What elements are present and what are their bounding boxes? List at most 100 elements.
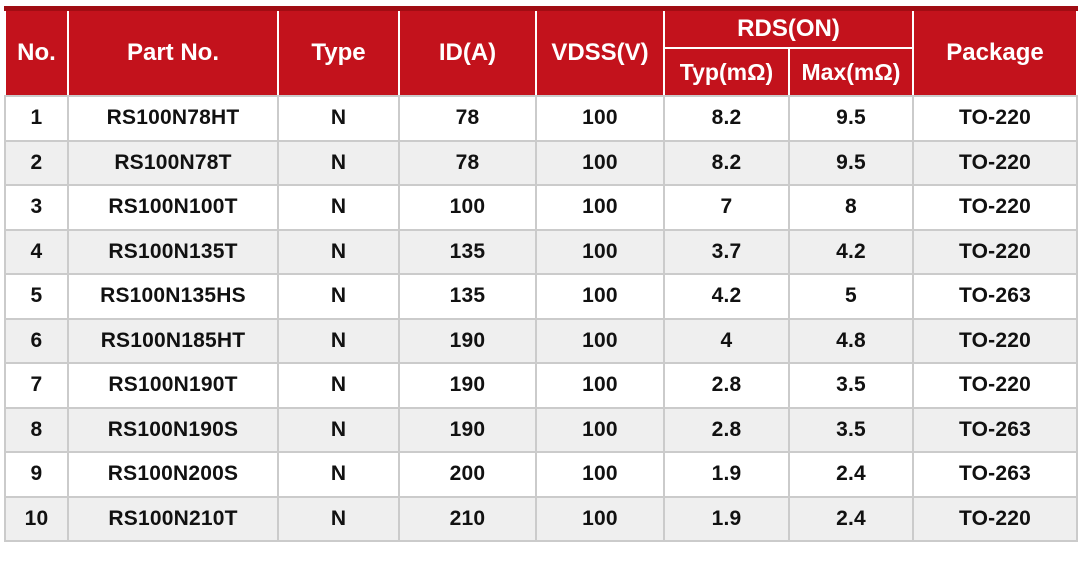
- table-row: 1 RS100N78HT N 78 100 8.2 9.5 TO-220: [4, 95, 1078, 142]
- cell-id: 200: [398, 451, 537, 498]
- cell-vdss: 100: [535, 95, 665, 142]
- column-header-rds-typ: Typ(mΩ): [663, 47, 790, 97]
- cell-rds-typ: 1.9: [663, 451, 790, 498]
- table-row: 4 RS100N135T N 135 100 3.7 4.2 TO-220: [4, 228, 1078, 275]
- cell-package: TO-220: [912, 495, 1078, 542]
- cell-vdss: 100: [535, 139, 665, 186]
- cell-vdss: 100: [535, 317, 665, 364]
- cell-no: 8: [4, 406, 69, 453]
- cell-rds-max: 2.4: [788, 451, 914, 498]
- cell-rds-max: 5: [788, 273, 914, 320]
- cell-part-no: RS100N190S: [67, 406, 279, 453]
- cell-id: 190: [398, 406, 537, 453]
- cell-part-no: RS100N190T: [67, 362, 279, 409]
- cell-part-no: RS100N100T: [67, 184, 279, 231]
- cell-package: TO-220: [912, 95, 1078, 142]
- table-row: 9 RS100N200S N 200 100 1.9 2.4 TO-263: [4, 451, 1078, 498]
- cell-rds-max: 3.5: [788, 406, 914, 453]
- column-header-vdss: VDSS(V): [535, 7, 665, 97]
- column-header-rds-max: Max(mΩ): [788, 47, 914, 97]
- cell-no: 5: [4, 273, 69, 320]
- cell-part-no: RS100N200S: [67, 451, 279, 498]
- cell-rds-max: 2.4: [788, 495, 914, 542]
- cell-rds-max: 4.2: [788, 228, 914, 275]
- cell-rds-max: 4.8: [788, 317, 914, 364]
- column-group-header-rds-on: RDS(ON): [663, 7, 914, 49]
- table-header: No. Part No. Type ID(A) VDSS(V) RDS(ON) …: [4, 7, 1078, 97]
- cell-rds-typ: 7: [663, 184, 790, 231]
- cell-no: 4: [4, 228, 69, 275]
- cell-id: 100: [398, 184, 537, 231]
- cell-vdss: 100: [535, 273, 665, 320]
- cell-part-no: RS100N210T: [67, 495, 279, 542]
- cell-part-no: RS100N135HS: [67, 273, 279, 320]
- cell-vdss: 100: [535, 451, 665, 498]
- cell-id: 210: [398, 495, 537, 542]
- cell-id: 78: [398, 139, 537, 186]
- cell-package: TO-263: [912, 273, 1078, 320]
- column-header-package: Package: [912, 7, 1078, 97]
- cell-type: N: [277, 451, 400, 498]
- table-row: 6 RS100N185HT N 190 100 4 4.8 TO-220: [4, 317, 1078, 364]
- cell-rds-typ: 8.2: [663, 95, 790, 142]
- cell-type: N: [277, 406, 400, 453]
- table-row: 8 RS100N190S N 190 100 2.8 3.5 TO-263: [4, 406, 1078, 453]
- cell-type: N: [277, 495, 400, 542]
- cell-rds-max: 9.5: [788, 95, 914, 142]
- cell-no: 6: [4, 317, 69, 364]
- table-row: 5 RS100N135HS N 135 100 4.2 5 TO-263: [4, 273, 1078, 320]
- cell-part-no: RS100N78HT: [67, 95, 279, 142]
- cell-id: 135: [398, 228, 537, 275]
- cell-vdss: 100: [535, 184, 665, 231]
- cell-type: N: [277, 95, 400, 142]
- cell-part-no: RS100N78T: [67, 139, 279, 186]
- cell-no: 2: [4, 139, 69, 186]
- cell-package: TO-220: [912, 184, 1078, 231]
- cell-type: N: [277, 184, 400, 231]
- mosfet-spec-table-wrapper: No. Part No. Type ID(A) VDSS(V) RDS(ON) …: [4, 6, 1078, 542]
- cell-no: 9: [4, 451, 69, 498]
- cell-id: 135: [398, 273, 537, 320]
- cell-vdss: 100: [535, 495, 665, 542]
- cell-rds-max: 3.5: [788, 362, 914, 409]
- table-row: 2 RS100N78T N 78 100 8.2 9.5 TO-220: [4, 139, 1078, 186]
- cell-type: N: [277, 139, 400, 186]
- cell-rds-max: 8: [788, 184, 914, 231]
- cell-no: 1: [4, 95, 69, 142]
- table-body: 1 RS100N78HT N 78 100 8.2 9.5 TO-220 2 R…: [4, 95, 1078, 542]
- cell-package: TO-263: [912, 406, 1078, 453]
- cell-rds-typ: 1.9: [663, 495, 790, 542]
- cell-package: TO-220: [912, 362, 1078, 409]
- cell-vdss: 100: [535, 406, 665, 453]
- cell-id: 190: [398, 317, 537, 364]
- cell-rds-typ: 2.8: [663, 406, 790, 453]
- cell-id: 190: [398, 362, 537, 409]
- cell-package: TO-220: [912, 228, 1078, 275]
- cell-no: 7: [4, 362, 69, 409]
- cell-rds-typ: 3.7: [663, 228, 790, 275]
- cell-vdss: 100: [535, 362, 665, 409]
- cell-vdss: 100: [535, 228, 665, 275]
- column-header-id: ID(A): [398, 7, 537, 97]
- cell-id: 78: [398, 95, 537, 142]
- cell-no: 3: [4, 184, 69, 231]
- cell-rds-typ: 4: [663, 317, 790, 364]
- column-header-no: No.: [4, 7, 69, 97]
- cell-package: TO-263: [912, 451, 1078, 498]
- cell-rds-typ: 8.2: [663, 139, 790, 186]
- cell-type: N: [277, 317, 400, 364]
- cell-rds-max: 9.5: [788, 139, 914, 186]
- column-header-type: Type: [277, 7, 400, 97]
- cell-part-no: RS100N135T: [67, 228, 279, 275]
- cell-type: N: [277, 362, 400, 409]
- table-row: 3 RS100N100T N 100 100 7 8 TO-220: [4, 184, 1078, 231]
- cell-rds-typ: 2.8: [663, 362, 790, 409]
- cell-no: 10: [4, 495, 69, 542]
- table-row: 7 RS100N190T N 190 100 2.8 3.5 TO-220: [4, 362, 1078, 409]
- cell-part-no: RS100N185HT: [67, 317, 279, 364]
- cell-package: TO-220: [912, 139, 1078, 186]
- mosfet-spec-table: No. Part No. Type ID(A) VDSS(V) RDS(ON) …: [4, 6, 1078, 542]
- cell-type: N: [277, 228, 400, 275]
- cell-package: TO-220: [912, 317, 1078, 364]
- table-row: 10 RS100N210T N 210 100 1.9 2.4 TO-220: [4, 495, 1078, 542]
